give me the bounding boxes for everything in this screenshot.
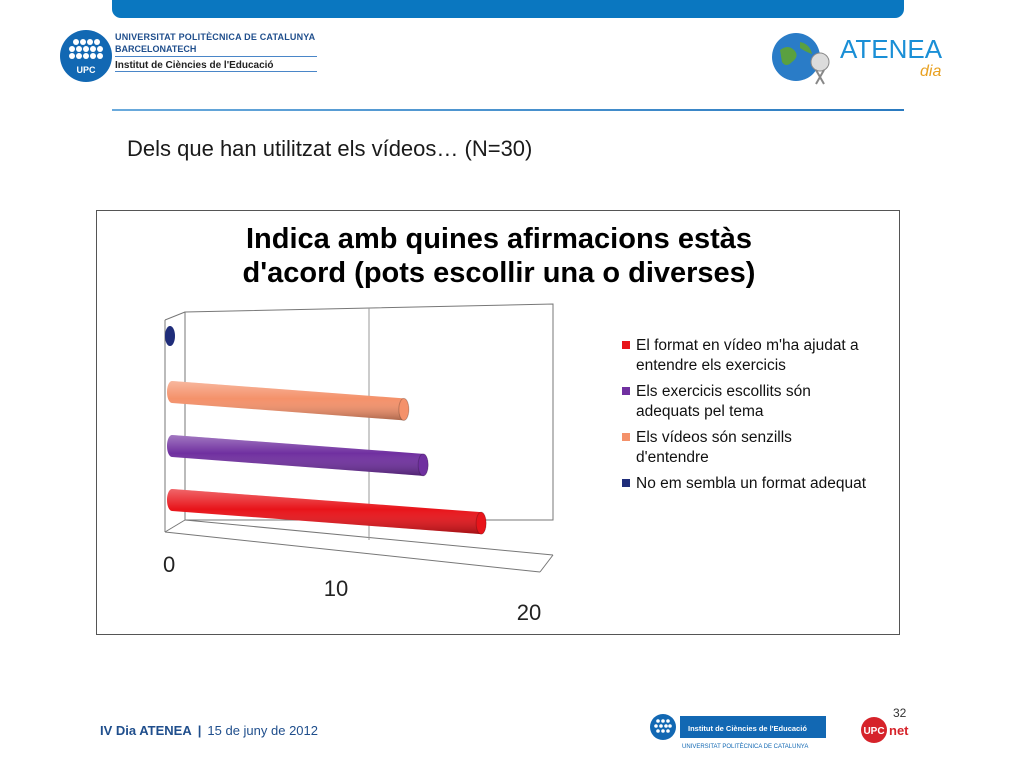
- x-tick-label: 20: [517, 600, 541, 625]
- page-number: 32: [893, 706, 907, 720]
- top-banner-bar: [112, 0, 904, 18]
- plot-floor-right: [539, 554, 554, 573]
- chart-frame: [96, 210, 900, 635]
- plot-floor-front: [164, 531, 541, 573]
- footer-event: IV Dia ATENEA | 15 de juny de 2012: [100, 723, 318, 738]
- plot-left-edge: [164, 311, 186, 321]
- upc-institution-text: UNIVERSITAT POLITÈCNICA DE CATALUNYA BAR…: [115, 32, 315, 71]
- legend-swatch: [622, 433, 630, 441]
- upc-institute-name: Institut de Ciències de l'Educació: [115, 60, 274, 71]
- legend: El format en vídeo m'ha ajudat a entendre…: [622, 337, 867, 492]
- ice-footer-logo: Institut de Ciències de l'Educació UNIVE…: [650, 714, 826, 750]
- legend-label: entendre els exercicis: [636, 357, 786, 374]
- bar-end-cap: [417, 453, 429, 477]
- upc-barcelonatech: BARCELONATECH: [115, 44, 197, 54]
- legend-label: Els vídeos són senzills: [636, 429, 792, 446]
- bar-shade: [167, 435, 429, 476]
- chart-title: Indica amb quines afirmacions estàs d'ac…: [96, 222, 902, 290]
- chart-title-line-1: Indica amb quines afirmacions estàs: [245, 223, 753, 255]
- legend-swatch: [622, 479, 630, 487]
- legend-label: d'entendre: [636, 449, 709, 466]
- footer-event-name: IV Dia ATENEA: [100, 723, 192, 738]
- legend-label: No em sembla un format adequat: [636, 475, 867, 492]
- upc-university-name: UNIVERSITAT POLITÈCNICA DE CATALUNYA: [115, 32, 316, 42]
- footer-date: 15 de juny de 2012: [207, 723, 318, 738]
- legend-swatch: [622, 341, 630, 349]
- header-divider: [112, 109, 904, 111]
- slide-title: Dels que han utilitzat els vídeos… (N=30…: [127, 136, 533, 161]
- bars: [165, 326, 487, 535]
- plot-floor-left: [164, 519, 186, 533]
- atenea-sub: dia: [920, 63, 941, 80]
- upcnet-logo-net: net: [889, 723, 909, 738]
- ice-footer-sub: UNIVERSITAT POLITÈCNICA DE CATALUNYA: [682, 743, 808, 750]
- x-axis-ticks: 0 10 20: [163, 552, 541, 625]
- upc-divider: [115, 71, 317, 72]
- upc-logo: UPC: [60, 30, 112, 82]
- atenea-brand: ATENEA: [840, 34, 943, 64]
- x-tick-label: 0: [163, 552, 175, 577]
- x-tick-label: 10: [324, 576, 348, 601]
- upc-logo-text: UPC: [76, 65, 96, 75]
- bar-shade: [167, 489, 487, 535]
- legend-swatch: [622, 387, 630, 395]
- legend-label: adequats pel tema: [636, 403, 764, 420]
- chart-title-line-2: d'acord (pots escollir una o diverses): [242, 257, 756, 289]
- legend-label: Els exercicis escollits són: [636, 383, 811, 400]
- bar-shade: [167, 381, 409, 421]
- upcnet-logo: UPC net: [861, 717, 909, 743]
- footer-separator: |: [197, 723, 202, 738]
- bar-end-cap: [398, 397, 410, 421]
- bar-end-cap: [475, 511, 487, 535]
- bar-cap: [165, 326, 175, 346]
- legend-label: El format en vídeo m'ha ajudat a: [636, 337, 859, 354]
- upcnet-logo-upc: UPC: [863, 726, 884, 737]
- atenea-dia-logo: ATENEA dia: [772, 33, 943, 85]
- ice-footer-label: Institut de Ciències de l'Educació: [688, 724, 807, 733]
- plot-box: [164, 303, 554, 573]
- upc-divider: [115, 56, 317, 57]
